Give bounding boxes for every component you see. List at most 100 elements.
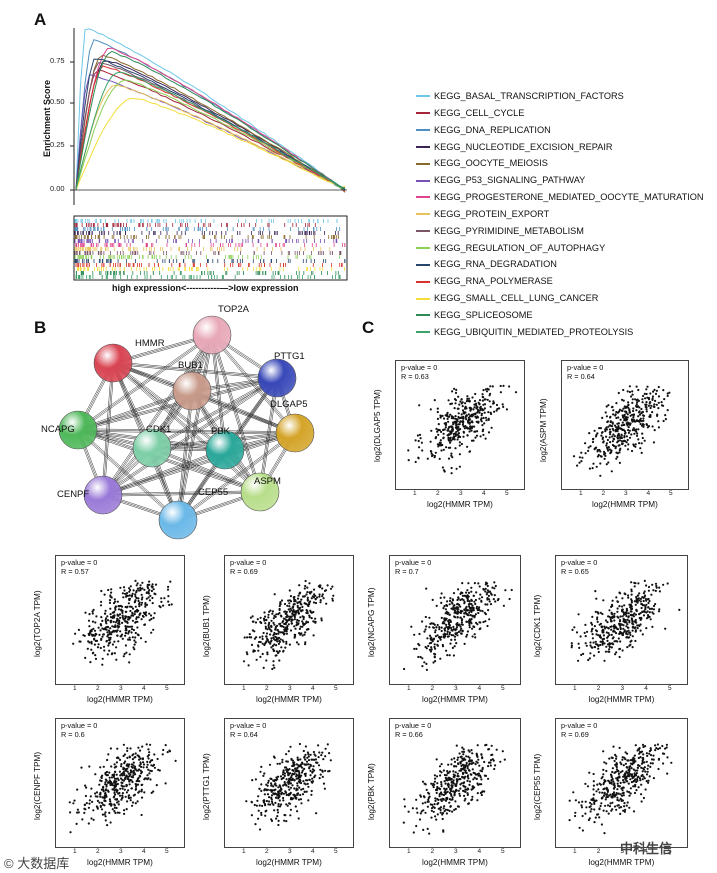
scatter-point [455, 744, 458, 747]
scatter-point [481, 424, 484, 427]
scatter-point [626, 438, 629, 442]
scatter-point [629, 610, 632, 613]
scatter-point [468, 422, 471, 425]
scatter-xtick: 5 [505, 490, 509, 497]
scatter-point [428, 634, 432, 637]
scatter-point [308, 582, 311, 585]
scatter-point [90, 817, 93, 820]
scatter-point [288, 605, 291, 608]
scatter-point [625, 614, 628, 618]
scatter-point [601, 416, 604, 419]
scatter-point [101, 627, 104, 630]
scatter-point [265, 635, 268, 638]
scatter-point [303, 790, 306, 793]
scatter-point [596, 618, 599, 621]
scatter-point [299, 616, 302, 619]
scatter-point [651, 425, 654, 428]
scatter-point [437, 423, 440, 426]
scatter-point [627, 401, 630, 404]
scatter-point [438, 626, 441, 629]
scatter-point [315, 761, 318, 764]
scatter-point [587, 449, 590, 452]
scatter-point [257, 644, 260, 647]
scatter-point [419, 437, 422, 440]
scatter-point [297, 643, 300, 646]
scatter-point [430, 429, 433, 432]
scatter-point [627, 596, 630, 599]
scatter-point [130, 628, 134, 631]
scatter-point [479, 435, 482, 438]
scatter-point [629, 631, 632, 634]
scatter-point [305, 760, 309, 763]
scatter-point [612, 630, 615, 633]
scatter-point [100, 624, 103, 627]
scatter-point [429, 408, 432, 411]
scatter-point [108, 599, 112, 602]
scatter-point [113, 803, 116, 806]
scatter-point [639, 612, 642, 615]
scatter-point [636, 405, 639, 408]
scatter-point [467, 763, 471, 766]
scatter-point [107, 753, 110, 756]
scatter-point [417, 642, 420, 646]
scatter-point [247, 664, 250, 667]
scatter-point [462, 753, 465, 756]
scatter-point [634, 621, 637, 624]
scatter-point [610, 449, 613, 453]
scatter-point [625, 435, 628, 438]
scatter-point [132, 753, 135, 756]
scatter-point [321, 751, 324, 754]
scatter-point [603, 642, 606, 645]
scatter-point [486, 603, 489, 606]
legend-swatch [416, 196, 430, 199]
scatter-point [607, 615, 610, 618]
scatter-point [286, 628, 289, 631]
scatter-point [149, 614, 153, 617]
scatter-point [467, 416, 470, 419]
scatter-point [647, 601, 650, 605]
scatter-point [631, 646, 634, 649]
scatter-point [430, 807, 434, 810]
scatter-point [640, 420, 643, 423]
scatter-point [637, 438, 640, 441]
scatter-point [647, 589, 650, 592]
scatter-point [453, 765, 456, 768]
scatter-point [256, 618, 259, 621]
scatter-point [123, 753, 126, 756]
scatter-point [132, 764, 135, 767]
scatter-point [433, 655, 436, 658]
scatter-point [459, 761, 462, 764]
scatter-point [443, 805, 446, 808]
scatter-point [622, 440, 625, 443]
scatter-point [277, 642, 280, 645]
scatter-point [314, 598, 317, 601]
scatter-point [274, 628, 277, 631]
scatter-point [587, 446, 590, 449]
scatter-point [604, 430, 607, 433]
scatter-point [624, 417, 628, 420]
scatter-point [643, 392, 646, 395]
scatter-point [436, 430, 439, 433]
scatter-point [295, 777, 298, 780]
scatter-point [505, 408, 508, 411]
scatter-point [438, 628, 441, 631]
scatter-point [302, 617, 305, 621]
scatter-point [460, 398, 463, 401]
scatter-point [305, 602, 308, 605]
scatter-point [451, 784, 454, 787]
scatter-point [663, 398, 666, 401]
scatter-point [434, 653, 437, 656]
scatter-point [639, 597, 642, 600]
scatter-point [272, 803, 275, 806]
scatter-point [440, 771, 443, 774]
scatter-point [647, 398, 651, 401]
scatter-point [124, 760, 127, 763]
scatter-point [430, 450, 433, 453]
scatter-point [135, 780, 138, 783]
scatter-point [488, 598, 491, 601]
scatter-point [107, 644, 110, 647]
scatter-point [622, 627, 625, 630]
scatter-r-value: R = 0.64 [230, 730, 258, 739]
scatter-point [493, 767, 496, 771]
scatter-point [456, 779, 459, 782]
